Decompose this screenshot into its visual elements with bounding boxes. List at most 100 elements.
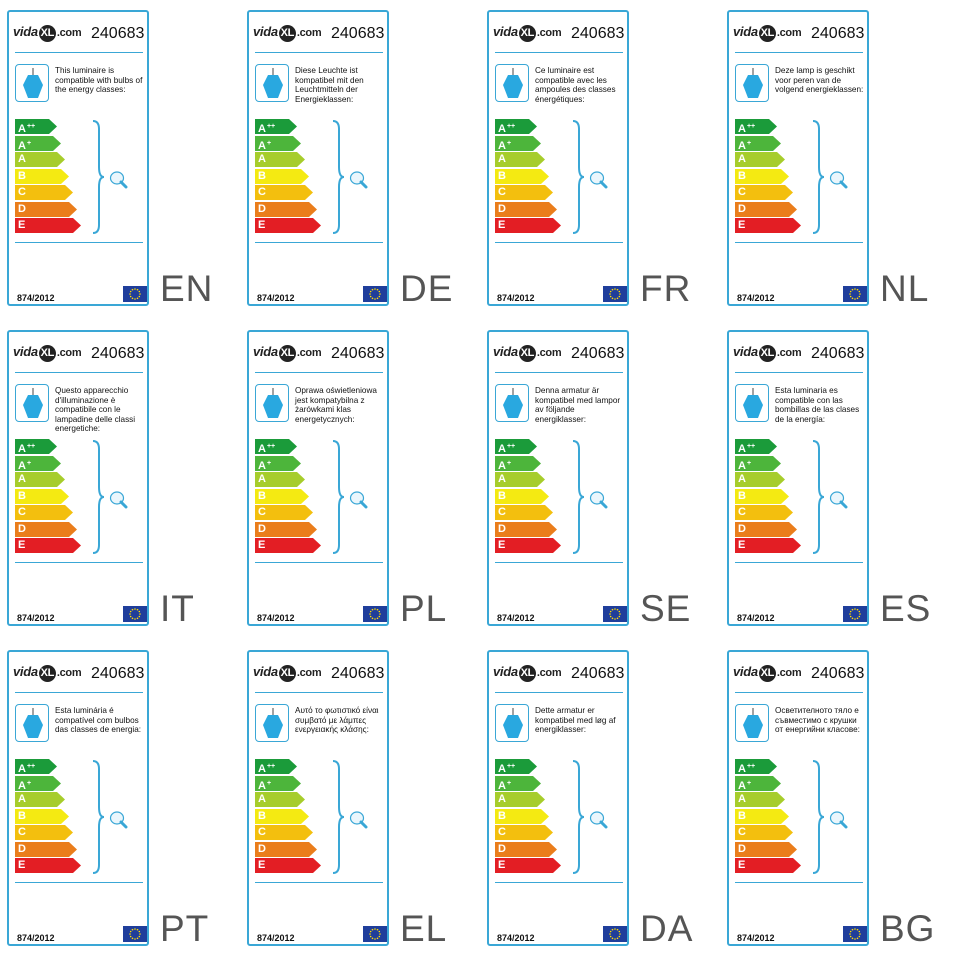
energy-label-cell: vida XL .com 240683 Deze lamp is geschikt … bbox=[720, 0, 960, 320]
divider bbox=[15, 372, 143, 373]
eu-flag-icon bbox=[123, 286, 147, 302]
energy-class-bar: A bbox=[495, 472, 565, 487]
energy-class-scale: A++ A+ A B C D E bbox=[255, 119, 325, 235]
light-bulb-icon bbox=[829, 810, 851, 837]
eu-flag-icon bbox=[843, 286, 867, 302]
brand-logo: vida XL .com bbox=[493, 344, 562, 362]
brand-logo: vida XL .com bbox=[493, 24, 562, 42]
compatibility-text: Esta luminaria es compatible con las bom… bbox=[775, 386, 860, 424]
energy-class-letter: E bbox=[738, 859, 746, 871]
eu-flag-icon bbox=[603, 926, 627, 942]
energy-class-scale: A++ A+ A B C D E bbox=[735, 759, 805, 875]
compatibility-text: This luminaire is compatible with bulbs … bbox=[55, 66, 143, 94]
energy-class-letter: A+ bbox=[18, 459, 32, 472]
energy-class-letter: A++ bbox=[18, 123, 36, 135]
energy-label-cell: vida XL .com 240683 Oprawa oświetleniowa j… bbox=[240, 320, 480, 640]
compatibility-text: Deze lamp is geschikt voor peren van de … bbox=[775, 66, 864, 94]
divider bbox=[15, 52, 143, 53]
energy-class-letter: C bbox=[498, 186, 506, 198]
energy-class-letter: A bbox=[738, 793, 746, 805]
energy-class-letter: A+ bbox=[258, 779, 272, 792]
energy-class-bar: C bbox=[495, 185, 565, 200]
energy-class-letter: E bbox=[738, 539, 746, 551]
pendant-lamp-icon bbox=[255, 64, 289, 102]
brand-logo: vida XL .com bbox=[493, 664, 562, 682]
energy-class-letter: A+ bbox=[738, 779, 752, 792]
regulation-number: 874/2012 bbox=[497, 613, 535, 623]
light-bulb-icon bbox=[349, 490, 371, 517]
energy-class-letter: C bbox=[498, 506, 506, 518]
energy-class-bar: E bbox=[495, 858, 565, 873]
brand-logo: vida XL .com bbox=[13, 24, 82, 42]
energy-class-letter: C bbox=[498, 826, 506, 838]
energy-label-cell: vida XL .com 240683 Осветителното тяло е с… bbox=[720, 640, 960, 960]
energy-label-cell: vida XL .com 240683 Denna armatur är kompa… bbox=[480, 320, 720, 640]
pendant-lamp-icon bbox=[735, 704, 769, 742]
energy-class-scale: A++ A+ A B C D E bbox=[495, 439, 565, 555]
energy-class-scale: A++ A+ A B C D E bbox=[255, 439, 325, 555]
energy-label-cell: vida XL .com 240683 Esta luminaria es comp… bbox=[720, 320, 960, 640]
eu-flag-icon bbox=[603, 606, 627, 622]
energy-class-scale: A++ A+ A B C D E bbox=[15, 759, 85, 875]
energy-label-card: vida XL .com 240683 Questo apparecchio d'i… bbox=[7, 330, 149, 626]
energy-class-bar: A bbox=[495, 152, 565, 167]
regulation-number: 874/2012 bbox=[497, 933, 535, 943]
energy-label-cell: vida XL .com 240683 Questo apparecchio d'i… bbox=[0, 320, 240, 640]
energy-class-letter: D bbox=[738, 202, 746, 215]
model-number: 240683 bbox=[91, 345, 145, 362]
energy-class-letter: B bbox=[18, 809, 26, 822]
language-code: BG bbox=[880, 908, 936, 949]
energy-class-letter: D bbox=[18, 202, 26, 215]
energy-label-card: vida XL .com 240683 Ce luminaire est compa… bbox=[487, 10, 629, 306]
model-number: 240683 bbox=[811, 345, 865, 362]
regulation-number: 874/2012 bbox=[257, 933, 295, 943]
energy-class-bar: C bbox=[15, 825, 85, 840]
energy-class-bar: A++ bbox=[15, 759, 85, 775]
energy-class-letter: A+ bbox=[738, 459, 752, 472]
energy-label-cell: vida XL .com 240683 Αυτό το φωτιστικό είνα… bbox=[240, 640, 480, 960]
energy-class-bar: A++ bbox=[735, 759, 805, 775]
pendant-lamp-icon bbox=[255, 704, 289, 742]
eu-flag-icon bbox=[363, 606, 387, 622]
energy-class-letter: A++ bbox=[258, 763, 276, 775]
energy-class-letter: B bbox=[18, 169, 26, 182]
divider bbox=[495, 242, 623, 243]
bracket-icon bbox=[811, 439, 825, 560]
bracket-icon bbox=[811, 119, 825, 240]
energy-class-letter: B bbox=[498, 169, 506, 182]
energy-class-bar: E bbox=[735, 538, 805, 553]
energy-class-bar: D bbox=[15, 201, 85, 217]
energy-class-bar: C bbox=[735, 505, 805, 520]
energy-label-cell: vida XL .com 240683 Dette armatur er kompa… bbox=[480, 640, 720, 960]
energy-class-letter: A+ bbox=[498, 779, 512, 792]
energy-class-bar: B bbox=[255, 808, 325, 824]
energy-class-letter: B bbox=[258, 489, 266, 502]
energy-class-bar: B bbox=[735, 488, 805, 504]
energy-class-bar: A bbox=[735, 472, 805, 487]
energy-class-bar: A bbox=[735, 792, 805, 807]
energy-class-bar: D bbox=[495, 841, 565, 857]
bracket-icon bbox=[91, 439, 105, 560]
brand-logo: vida XL .com bbox=[733, 664, 802, 682]
energy-class-bar: A+ bbox=[495, 775, 565, 792]
compatibility-text: Αυτό το φωτιστικό είναι συμβατό με λάμπε… bbox=[295, 706, 379, 734]
energy-class-scale: A++ A+ A B C D E bbox=[15, 439, 85, 555]
energy-class-bar: C bbox=[735, 185, 805, 200]
light-bulb-icon bbox=[109, 170, 131, 197]
energy-class-bar: A bbox=[15, 792, 85, 807]
energy-class-letter: E bbox=[18, 219, 26, 231]
energy-class-letter: B bbox=[258, 809, 266, 822]
energy-class-bar: A++ bbox=[735, 439, 805, 455]
regulation-number: 874/2012 bbox=[497, 293, 535, 303]
divider bbox=[735, 562, 863, 563]
model-number: 240683 bbox=[331, 665, 385, 682]
eu-flag-icon bbox=[363, 286, 387, 302]
divider bbox=[255, 562, 383, 563]
language-code: PT bbox=[160, 908, 210, 949]
energy-class-bar: B bbox=[735, 168, 805, 184]
energy-label-card: vida XL .com 240683 Esta luminária é compa… bbox=[7, 650, 149, 946]
energy-class-bar: B bbox=[15, 168, 85, 184]
pendant-lamp-icon bbox=[15, 64, 49, 102]
energy-label-card: vida XL .com 240683 Oprawa oświetleniowa j… bbox=[247, 330, 389, 626]
energy-class-bar: E bbox=[735, 218, 805, 233]
